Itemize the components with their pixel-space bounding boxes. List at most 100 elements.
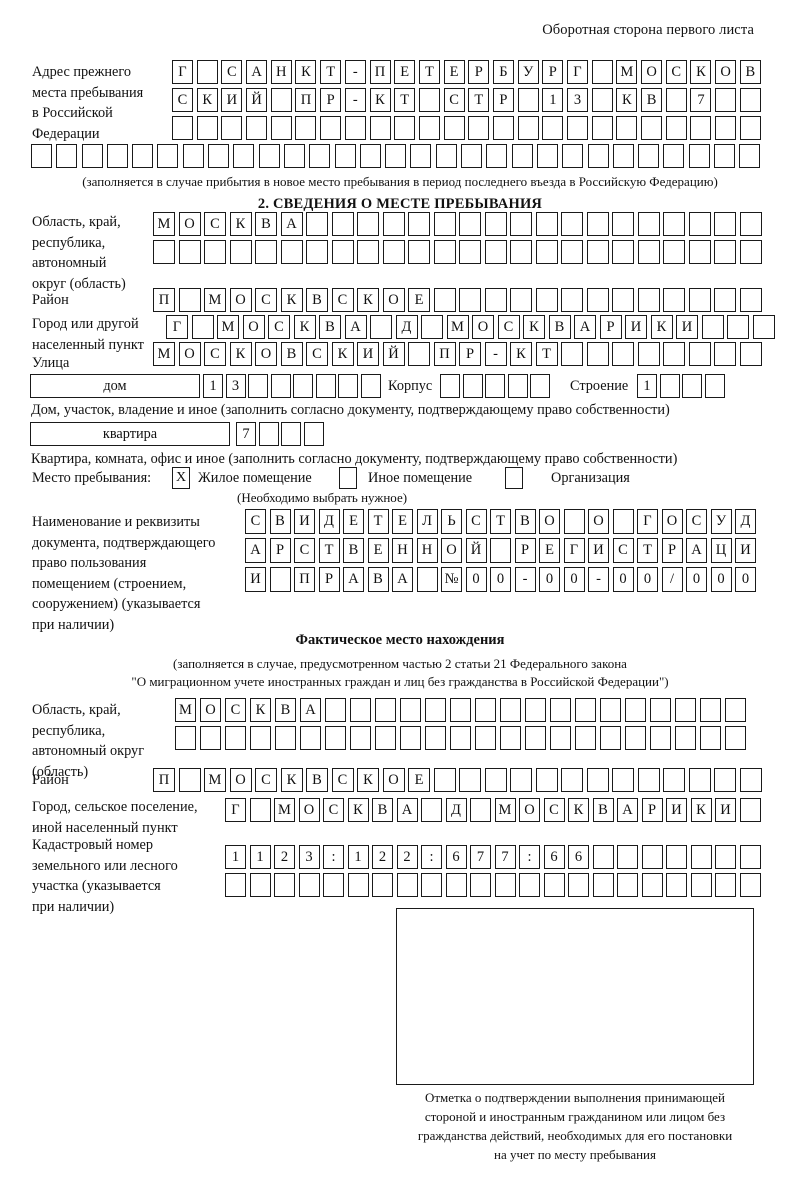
document-r1-cell-15[interactable]: О xyxy=(588,509,609,534)
city-cell-23[interactable] xyxy=(727,315,749,339)
actual-region-r2-cell-15[interactable] xyxy=(525,726,546,750)
prev-address-r3-cell-22[interactable] xyxy=(690,116,712,140)
actual-region-r2-cell-13[interactable] xyxy=(475,726,496,750)
prev-address-r1-cell-14[interactable]: Б xyxy=(492,60,514,84)
actual-region-r1-cell-12[interactable] xyxy=(450,698,471,722)
actual-region-r2-cell-11[interactable] xyxy=(425,726,446,750)
actual-region-r1-cell-20[interactable] xyxy=(650,698,671,722)
city-cell-9[interactable] xyxy=(370,315,392,339)
prev-address-r2-cell-2[interactable]: К xyxy=(196,88,218,112)
cadastral-r2-cell-4[interactable] xyxy=(298,873,320,897)
prev-address-r1-cell-11[interactable]: Т xyxy=(418,60,440,84)
cadastral-r2-cell-11[interactable] xyxy=(470,873,491,897)
region-r1-cell-5[interactable]: В xyxy=(255,212,277,236)
prev-address-r1-cell-15[interactable]: У xyxy=(517,60,539,84)
prev-address-r2-cell-13[interactable]: Т xyxy=(468,88,490,112)
actual-district-cell-16[interactable] xyxy=(535,768,558,792)
region-r2-cell-1[interactable] xyxy=(153,240,175,264)
prev-address-r3-cell-10[interactable] xyxy=(394,116,416,140)
actual-region-r2-cell-3[interactable] xyxy=(225,726,246,750)
prev-address-wide-cell-15[interactable] xyxy=(385,144,407,168)
actual-region-r1-cell-6[interactable]: А xyxy=(300,698,321,722)
actual-city-cell-6[interactable]: К xyxy=(347,798,369,822)
actual-region-r2-cell-22[interactable] xyxy=(700,726,721,750)
house-cell-6[interactable] xyxy=(315,374,336,398)
district-cell-7[interactable]: В xyxy=(306,288,328,312)
actual-district-cell-18[interactable] xyxy=(586,768,609,792)
actual-district-cell-11[interactable]: Е xyxy=(408,768,430,792)
prev-address-wide-cell-25[interactable] xyxy=(638,144,660,168)
region-r2-cell-18[interactable] xyxy=(586,240,609,264)
cadastral-r2-cell-8[interactable] xyxy=(396,873,418,897)
street-cell-4[interactable]: К xyxy=(229,342,252,366)
document-r2-cell-13[interactable]: Е xyxy=(539,538,560,563)
region-r1-cell-9[interactable] xyxy=(357,212,379,236)
stamp-box[interactable] xyxy=(396,908,754,1085)
document-r1-cell-2[interactable]: В xyxy=(269,509,291,534)
prev-address-r1-cell-8[interactable]: - xyxy=(344,60,366,84)
actual-city-cell-3[interactable]: М xyxy=(274,798,295,822)
prev-address-r3-cell-4[interactable] xyxy=(246,116,268,140)
stroenie-cell-3[interactable] xyxy=(682,374,702,398)
district-cell-1[interactable]: П xyxy=(153,288,175,312)
document-r1-cell-10[interactable]: С xyxy=(465,509,487,534)
cadastral-r2-cell-2[interactable] xyxy=(249,873,271,897)
prev-address-r3-cell-21[interactable] xyxy=(665,116,687,140)
cadastral-r2-cell-17[interactable] xyxy=(617,873,638,897)
document-r3-cell-15[interactable]: - xyxy=(588,567,609,592)
flat-strip-label[interactable]: квартира xyxy=(30,422,230,446)
region-r2-cell-6[interactable] xyxy=(280,240,303,264)
cadastral-r1-cell-5[interactable]: : xyxy=(323,845,344,869)
actual-region-r2-cell-7[interactable] xyxy=(325,726,346,750)
cadastral-r1-cell-17[interactable] xyxy=(617,845,638,869)
actual-district-cell-22[interactable] xyxy=(688,768,711,792)
prev-address-wide-cell-29[interactable] xyxy=(739,144,761,168)
house-cell-5[interactable] xyxy=(293,374,313,398)
actual-region-r1-cell-8[interactable] xyxy=(350,698,371,722)
document-r2-cell-8[interactable]: Н xyxy=(416,538,438,563)
document-r2-cell-6[interactable]: Е xyxy=(367,538,389,563)
document-r3-cell-3[interactable]: П xyxy=(294,567,315,592)
cadastral-r1-cell-10[interactable]: 6 xyxy=(445,845,467,869)
actual-city-cell-5[interactable]: С xyxy=(323,798,344,822)
prev-address-wide-cell-7[interactable] xyxy=(182,144,204,168)
prev-address-row-3[interactable] xyxy=(172,116,761,140)
document-r2-cell-5[interactable]: В xyxy=(343,538,364,563)
prev-address-r3-cell-6[interactable] xyxy=(295,116,317,140)
prev-address-r2-cell-18[interactable] xyxy=(591,88,613,112)
district-cell-4[interactable]: О xyxy=(229,288,252,312)
actual-region-r1-cell-3[interactable]: С xyxy=(225,698,246,722)
prev-address-r2-cell-24[interactable] xyxy=(739,88,761,112)
checkbox-zhiloe[interactable]: X xyxy=(172,467,190,489)
house-cell-8[interactable] xyxy=(360,374,381,398)
prev-address-wide-cell-20[interactable] xyxy=(511,144,533,168)
document-r2-cell-2[interactable]: Р xyxy=(269,538,291,563)
region-r1-cell-22[interactable] xyxy=(688,212,711,236)
region-r2-cell-15[interactable] xyxy=(510,240,532,264)
region-r2-cell-9[interactable] xyxy=(357,240,379,264)
prev-address-r1-cell-7[interactable]: Т xyxy=(320,60,342,84)
district-cell-3[interactable]: М xyxy=(204,288,226,312)
korpus-cell-4[interactable] xyxy=(507,374,528,398)
prev-address-r2-cell-21[interactable] xyxy=(665,88,687,112)
city-cell-22[interactable] xyxy=(701,315,724,339)
prev-address-r1-cell-4[interactable]: А xyxy=(246,60,268,84)
actual-city-cell-22[interactable] xyxy=(739,798,761,822)
actual-region-r2-cell-12[interactable] xyxy=(450,726,471,750)
prev-address-r3-cell-14[interactable] xyxy=(492,116,514,140)
prev-address-r3-cell-8[interactable] xyxy=(344,116,366,140)
region-r1-cell-6[interactable]: А xyxy=(280,212,303,236)
document-r3-cell-16[interactable]: 0 xyxy=(612,567,634,592)
region-r2-cell-4[interactable] xyxy=(229,240,252,264)
cadastral-r1-cell-3[interactable]: 2 xyxy=(274,845,295,869)
prev-address-r2-cell-10[interactable]: Т xyxy=(394,88,416,112)
document-r2-cell-16[interactable]: С xyxy=(612,538,634,563)
house-cell-2[interactable]: 3 xyxy=(225,374,246,398)
prev-address-wide-cell-26[interactable] xyxy=(663,144,685,168)
cadastral-r1-cell-15[interactable]: 6 xyxy=(568,845,589,869)
document-r2-cell-3[interactable]: С xyxy=(294,538,315,563)
